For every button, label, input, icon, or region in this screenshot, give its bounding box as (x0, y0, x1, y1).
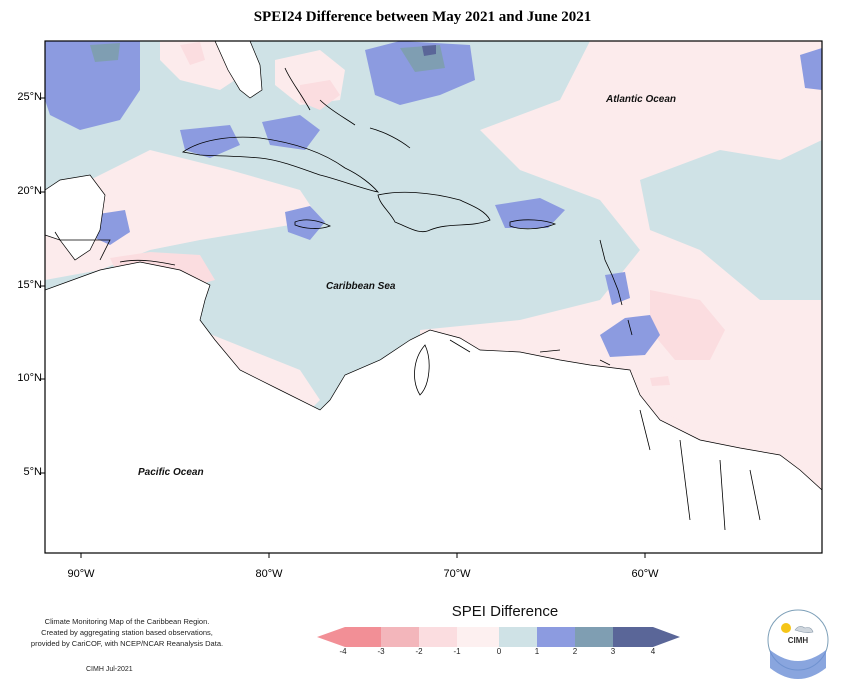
lat-label-25n: 25°N (17, 91, 42, 103)
legend-tick: 0 (496, 647, 502, 656)
spei-field (45, 41, 822, 553)
lat-label-15n: 15°N (17, 279, 42, 291)
legend-tick: -3 (377, 647, 385, 656)
credit-date: CIMH Jul-2021 (86, 666, 133, 673)
label-pacific-ocean: Pacific Ocean (138, 467, 204, 478)
axis-ticks (40, 97, 646, 558)
logo-decoration (767, 609, 829, 679)
map-credit: Climate Monitoring Map of the Caribbean … (22, 616, 232, 649)
credit-line-2: Created by aggregating station based obs… (41, 628, 213, 637)
legend-tick: 4 (650, 647, 656, 656)
credit-line-3: provided by CariCOF, with NCEP/NCAR Rean… (30, 639, 224, 648)
legend-tick: 2 (572, 647, 578, 656)
legend-title: SPEI Difference (451, 603, 559, 620)
island-outlines (54, 67, 761, 531)
legend-tick: -4 (339, 647, 347, 656)
legend-colorbar (317, 627, 680, 647)
lon-label-90w: 90°W (67, 568, 95, 580)
lon-label-60w: 60°W (631, 568, 659, 580)
lon-label-70w: 70°W (443, 568, 471, 580)
legend-tick: -1 (453, 647, 461, 656)
legend-tick: 3 (610, 647, 616, 656)
lat-label-20n: 20°N (17, 185, 42, 197)
lon-label-80w: 80°W (255, 568, 283, 580)
lat-label-10n: 10°N (17, 372, 42, 384)
credit-line-1: Climate Monitoring Map of the Caribbean … (44, 617, 210, 626)
lat-label-5n: 5°N (23, 466, 42, 478)
cimh-logo: CIMH (787, 636, 809, 645)
legend-tick: -2 (415, 647, 423, 656)
label-atlantic-ocean: Atlantic Ocean (606, 94, 677, 105)
label-caribbean-sea: Caribbean Sea (326, 281, 396, 292)
legend-tick: 1 (534, 647, 540, 656)
map-title: SPEI24 Difference between May 2021 and J… (253, 9, 592, 25)
